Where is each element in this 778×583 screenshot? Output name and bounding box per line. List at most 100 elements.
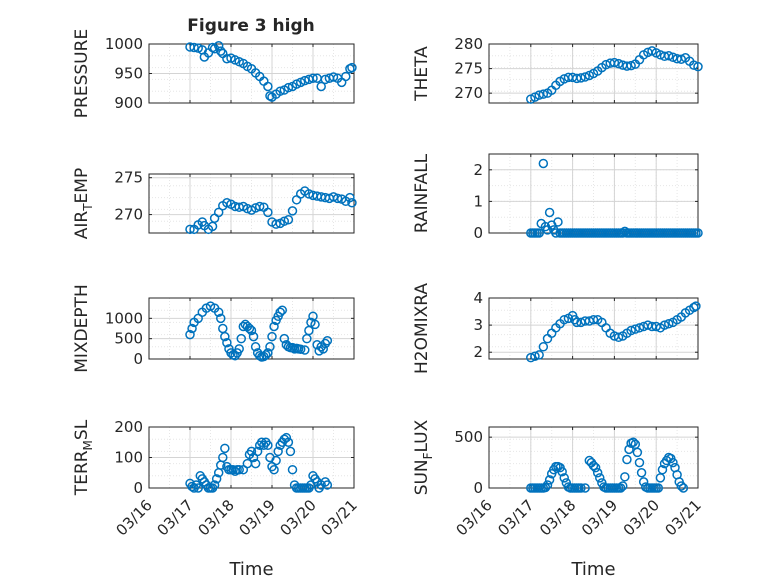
data-point [622, 61, 632, 71]
x-axis-label: Time [570, 559, 615, 580]
data-point [287, 464, 298, 475]
y-tick-label: 0 [473, 224, 483, 242]
data-point [659, 320, 670, 330]
data-point [332, 193, 343, 204]
data-point [185, 224, 195, 235]
y-tick-label: 0 [473, 479, 483, 497]
data-point [193, 483, 203, 493]
data-point [209, 480, 220, 490]
y-tick-label: 500 [454, 428, 483, 446]
data-point [601, 59, 611, 70]
data-point [310, 319, 320, 330]
axes-box [488, 297, 699, 360]
y-tick-label: 0 [133, 350, 143, 368]
data-point [254, 201, 265, 212]
data-point [238, 321, 249, 332]
data-point [316, 81, 326, 92]
data-point [341, 71, 351, 82]
data-point [252, 446, 263, 457]
y-axis-label: MIXDEPTH [72, 284, 92, 373]
data-point [347, 198, 357, 208]
x-tick-label: 03/19 [578, 496, 621, 539]
data-point [534, 350, 544, 360]
data-point [584, 455, 595, 466]
data-point [615, 483, 626, 493]
data-point [590, 462, 601, 473]
subplot-mixdepth: 0 500 1000 MIXDEPTH [72, 284, 355, 373]
y-tick-label: 3 [473, 316, 483, 334]
axes-box [488, 426, 699, 489]
data-point [189, 42, 199, 53]
data-point [624, 444, 634, 455]
data-point [269, 321, 279, 332]
data-point [580, 72, 590, 82]
data-point [546, 328, 557, 338]
data-point [609, 57, 620, 68]
y-tick-label: 100 [114, 449, 143, 467]
data-point [271, 219, 281, 229]
data-point [265, 342, 275, 352]
data-point [322, 480, 333, 490]
data-point [250, 342, 261, 352]
y-axis-label-main: TERR [72, 450, 92, 496]
data-point [269, 464, 279, 475]
data-point [287, 206, 298, 216]
x-tick-label: 03/20 [277, 496, 320, 539]
data-point [595, 473, 605, 483]
y-axis-label-tail: SL [72, 419, 92, 440]
y-axis-label-subscript: M [81, 440, 95, 450]
y-axis-label-tail: LUX [412, 419, 432, 452]
data-point [318, 344, 328, 354]
data-point [538, 158, 549, 169]
y-axis-label-main: SUN [412, 459, 432, 495]
data-point [559, 473, 569, 483]
data-point [538, 342, 549, 352]
data-point [576, 73, 586, 83]
data-point [540, 482, 551, 493]
data-point [263, 348, 273, 358]
data-point [588, 460, 599, 471]
y-axis-label-tail: EMP [72, 168, 92, 204]
y-tick-label: 270 [114, 206, 143, 224]
data-point [295, 344, 306, 354]
data-point [216, 46, 226, 56]
data-point [320, 74, 331, 85]
data-point [277, 305, 287, 315]
data-point [263, 207, 273, 218]
data-point [345, 192, 355, 203]
data-point [559, 314, 569, 325]
data-point [271, 455, 281, 466]
data-point [279, 216, 290, 226]
y-tick-label: 270 [454, 84, 483, 102]
y-tick-label: 275 [454, 60, 483, 78]
data-point [657, 464, 668, 475]
y-axis-label: THETA [412, 46, 432, 102]
subplot-h2omixra: 2 3 4 H2OMIXRA [412, 283, 701, 374]
data-point [261, 350, 271, 360]
y-tick-label: 900 [114, 94, 143, 112]
data-point [620, 472, 630, 482]
x-tick-label: 03/16 [453, 496, 496, 539]
y-tick-label: 1000 [105, 309, 143, 327]
data-point [218, 323, 228, 334]
y-tick-label: 4 [473, 289, 483, 307]
data-point [250, 458, 261, 469]
data-point [187, 481, 197, 492]
data-point [668, 52, 678, 63]
data-point [678, 483, 689, 493]
data-point [622, 454, 632, 465]
data-point [693, 61, 703, 72]
data-point [275, 307, 285, 317]
data-point [273, 446, 283, 457]
y-axis-label: RAINFALL [412, 153, 432, 233]
data-point [213, 41, 224, 51]
data-point [663, 319, 674, 329]
x-tick-label: 03/18 [536, 496, 579, 539]
data-point [248, 331, 259, 342]
data-point [689, 302, 699, 313]
x-tick-label: 03/18 [195, 496, 238, 539]
data-point [526, 352, 536, 363]
axes-box [148, 297, 355, 360]
